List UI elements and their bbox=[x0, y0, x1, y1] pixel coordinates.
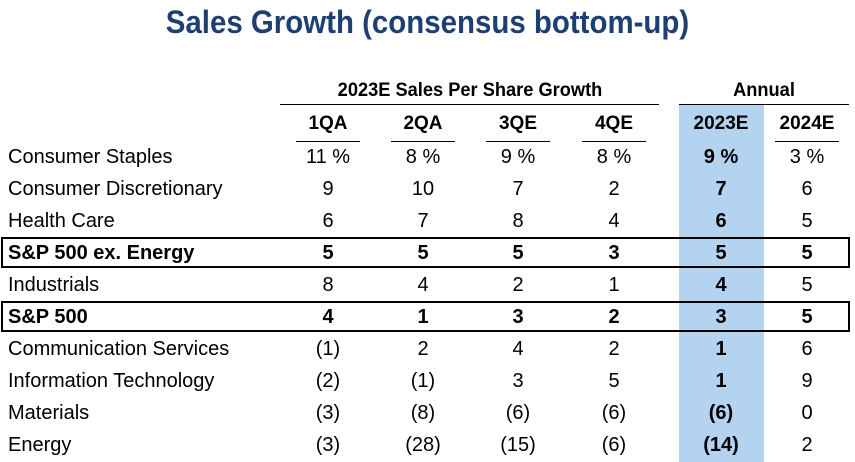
column-header-3QE: 3QE bbox=[498, 113, 538, 134]
table-cell: 8 % bbox=[405, 146, 441, 168]
table-cell: 9 % bbox=[703, 146, 739, 168]
table-cell: 2 bbox=[608, 306, 620, 328]
column-header-2024E: 2024E bbox=[779, 113, 835, 134]
table-cell: 5 bbox=[512, 242, 524, 264]
column-group-quarterly: 2023E Sales Per Share Growth bbox=[337, 80, 603, 101]
table-cell: 9 bbox=[801, 370, 813, 392]
table-cell: 7 bbox=[417, 210, 429, 232]
table-cell: 11 % bbox=[305, 146, 351, 168]
table-cell: 1 bbox=[417, 306, 429, 328]
column-header-rule bbox=[486, 141, 550, 142]
column-header-rule bbox=[775, 141, 839, 142]
table-cell: 4 bbox=[715, 274, 727, 296]
table-cell: 2 bbox=[608, 338, 620, 360]
table-cell: 4 bbox=[322, 306, 334, 328]
table-cell: 6 bbox=[322, 210, 334, 232]
table-cell: 8 % bbox=[596, 146, 632, 168]
table-cell: 2 bbox=[417, 338, 429, 360]
group-rule-quarterly bbox=[280, 104, 659, 105]
table-cell: 7 bbox=[512, 178, 524, 200]
table-row: Communication Services (1) 2 4 2 1 6 bbox=[0, 333, 855, 365]
column-header-4QE: 4QE bbox=[594, 113, 634, 134]
table-cell: 5 bbox=[801, 242, 813, 264]
table-cell: (15) bbox=[500, 434, 536, 456]
table-row: Materials (3) (8) (6) (6) (6) 0 bbox=[0, 397, 855, 429]
table-cell: 2 bbox=[512, 274, 524, 296]
table-cell: (6) bbox=[601, 434, 627, 456]
table-cell: 0 bbox=[801, 402, 813, 424]
table-cell: 5 bbox=[715, 242, 727, 264]
row-label: S&P 500 ex. Energy bbox=[8, 242, 195, 264]
table-row: S&P 500 4 1 3 2 3 5 bbox=[0, 301, 855, 333]
table-cell: (3) bbox=[315, 402, 341, 424]
table-cell: 1 bbox=[715, 370, 727, 392]
table-cell: (28) bbox=[405, 434, 441, 456]
row-highlight-box bbox=[1, 301, 850, 332]
table-cell: (1) bbox=[410, 370, 436, 392]
table-cell: 6 bbox=[801, 338, 813, 360]
column-header-rule bbox=[296, 141, 360, 142]
table-cell: 6 bbox=[801, 178, 813, 200]
table-cell: 4 bbox=[417, 274, 429, 296]
table-cell: 5 bbox=[322, 242, 334, 264]
table-cell: 5 bbox=[801, 306, 813, 328]
column-header-rule bbox=[582, 141, 646, 142]
table-cell: 8 bbox=[322, 274, 334, 296]
table-cell: (1) bbox=[315, 338, 341, 360]
table-cell: 3 bbox=[512, 370, 524, 392]
table-cell: 9 % bbox=[500, 146, 536, 168]
table-cell: 1 bbox=[715, 338, 727, 360]
row-label: Information Technology bbox=[8, 370, 215, 392]
table-cell: 5 bbox=[608, 370, 620, 392]
table-cell: (6) bbox=[601, 402, 627, 424]
table-row: Consumer Staples 11 % 8 % 9 % 8 % 9 % 3 % bbox=[0, 141, 855, 173]
row-label: S&P 500 bbox=[8, 306, 88, 328]
table-cell: 3 % bbox=[789, 146, 825, 168]
table-cell: 3 bbox=[608, 242, 620, 264]
row-label: Communication Services bbox=[8, 338, 230, 360]
table-cell: 3 bbox=[715, 306, 727, 328]
table-cell: 10 bbox=[411, 178, 435, 200]
table-cell: (3) bbox=[315, 434, 341, 456]
table-cell: (14) bbox=[703, 434, 739, 456]
table-row: Industrials 8 4 2 1 4 5 bbox=[0, 269, 855, 301]
column-header-2QA: 2QA bbox=[403, 113, 443, 134]
row-label: Energy bbox=[8, 434, 72, 456]
table-cell: 6 bbox=[715, 210, 727, 232]
table-cell: 5 bbox=[801, 274, 813, 296]
table-cell: (6) bbox=[505, 402, 531, 424]
table-row: Energy (3) (28) (15) (6) (14) 2 bbox=[0, 429, 855, 461]
table-row: S&P 500 ex. Energy 5 5 5 3 5 5 bbox=[0, 237, 855, 269]
table-cell: 4 bbox=[608, 210, 620, 232]
row-label: Health Care bbox=[8, 210, 115, 232]
table-cell: 9 bbox=[322, 178, 334, 200]
table-cell: (2) bbox=[315, 370, 341, 392]
column-header-1QA: 1QA bbox=[308, 113, 348, 134]
table-cell: 5 bbox=[801, 210, 813, 232]
table-cell: 5 bbox=[417, 242, 429, 264]
table-cell: (8) bbox=[410, 402, 436, 424]
table-cell: 2 bbox=[608, 178, 620, 200]
row-highlight-box bbox=[1, 237, 850, 268]
column-header-2023E: 2023E bbox=[693, 113, 749, 134]
table-cell: 3 bbox=[512, 306, 524, 328]
table-cell: (6) bbox=[708, 402, 734, 424]
group-rule-annual bbox=[679, 104, 849, 105]
table-row: Information Technology (2) (1) 3 5 1 9 bbox=[0, 365, 855, 397]
table-row: Health Care 6 7 8 4 6 5 bbox=[0, 205, 855, 237]
row-label: Materials bbox=[8, 402, 90, 424]
table-cell: 1 bbox=[608, 274, 620, 296]
page-title: Sales Growth (consensus bottom-up) bbox=[165, 4, 690, 40]
row-label: Consumer Staples bbox=[8, 146, 173, 168]
table-cell: 7 bbox=[715, 178, 727, 200]
table-cell: 4 bbox=[512, 338, 524, 360]
column-header-rule bbox=[391, 141, 455, 142]
highlight-column-2023E bbox=[679, 104, 764, 462]
row-label: Consumer Discretionary bbox=[8, 178, 223, 200]
column-group-annual: Annual bbox=[733, 80, 795, 101]
table-row: Consumer Discretionary 9 10 7 2 7 6 bbox=[0, 173, 855, 205]
table-cell: 8 bbox=[512, 210, 524, 232]
row-label: Industrials bbox=[8, 274, 100, 296]
table-cell: 2 bbox=[801, 434, 813, 456]
